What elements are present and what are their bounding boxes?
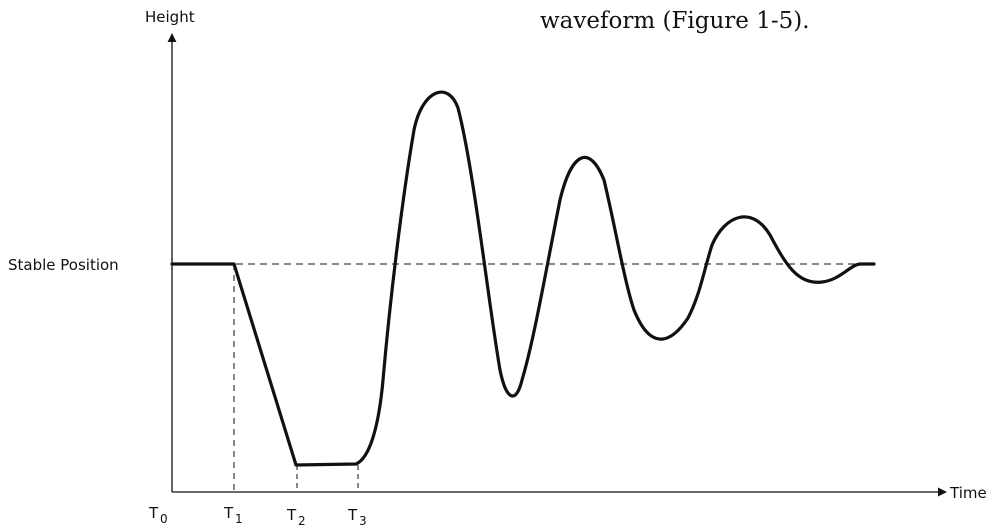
t0-label-sub: 0 xyxy=(160,512,168,526)
time-marker-t3: T 3 xyxy=(347,506,367,528)
t0-label-base: T xyxy=(148,504,159,522)
t2-label-sub: 2 xyxy=(298,514,306,528)
t1-label-sub: 1 xyxy=(235,512,243,526)
t3-label-base: T xyxy=(347,506,358,524)
y-axis-label: Height xyxy=(145,8,195,26)
x-axis-label: Time xyxy=(949,484,987,502)
t1-label-base: T xyxy=(223,504,234,522)
time-marker-t2: T 2 xyxy=(286,506,306,528)
figure-caption: waveform (Figure 1-5). xyxy=(540,8,810,34)
time-marker-t1: T 1 xyxy=(223,504,243,526)
t3-label-sub: 3 xyxy=(359,514,367,528)
waveform-curve xyxy=(170,90,876,467)
time-marker-t0: T 0 xyxy=(148,504,168,526)
t2-label-base: T xyxy=(286,506,297,524)
stable-position-label: Stable Position xyxy=(8,256,119,274)
